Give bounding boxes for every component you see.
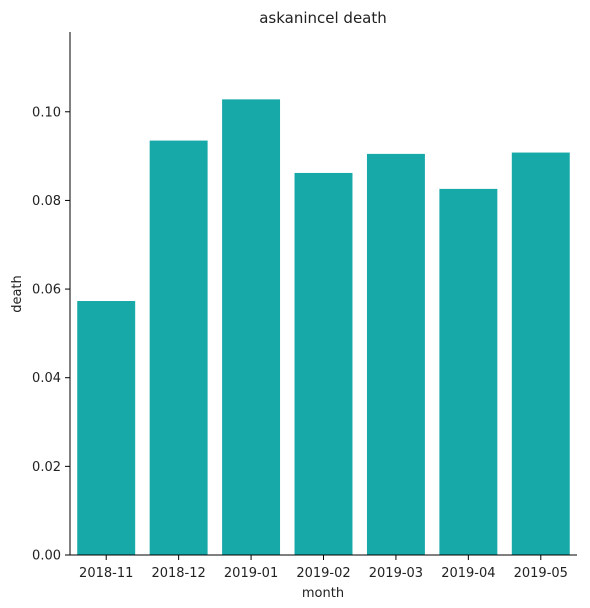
y-tick-label: 0.08 [32,194,61,209]
bar-2019-02 [294,172,353,555]
y-tick-label: 0.02 [32,460,61,475]
y-tick-label: 0.10 [32,105,61,120]
bar-2019-01 [222,99,281,556]
x-axis-label: month [302,586,344,601]
bar-2019-05 [511,152,570,555]
bar-2019-03 [366,153,425,555]
x-tick-label: 2018-11 [79,566,133,581]
x-tick-label: 2019-01 [224,566,278,581]
x-tick-label: 2018-12 [151,566,205,581]
bar-2019-04 [439,188,498,555]
x-tick-label: 2019-02 [296,566,350,581]
bar-2018-12 [149,140,208,555]
y-tick-label: 0.06 [32,283,61,298]
bar-2018-11 [77,301,136,555]
x-tick-label: 2019-04 [441,566,495,581]
y-axis-ticks: 0.00 0.02 0.04 0.06 0.08 0.10 [32,105,70,564]
x-tick-label: 2019-05 [514,566,568,581]
y-tick-label: 0.00 [32,549,61,564]
x-tick-label: 2019-03 [369,566,423,581]
y-tick-label: 0.04 [32,371,61,386]
chart-title: askanincel death [259,9,387,27]
x-axis-ticks: 2018-11 2018-12 2019-01 2019-02 2019-03 2019-… [79,555,568,581]
y-axis-label: death [10,275,25,313]
bars-group [77,99,570,556]
